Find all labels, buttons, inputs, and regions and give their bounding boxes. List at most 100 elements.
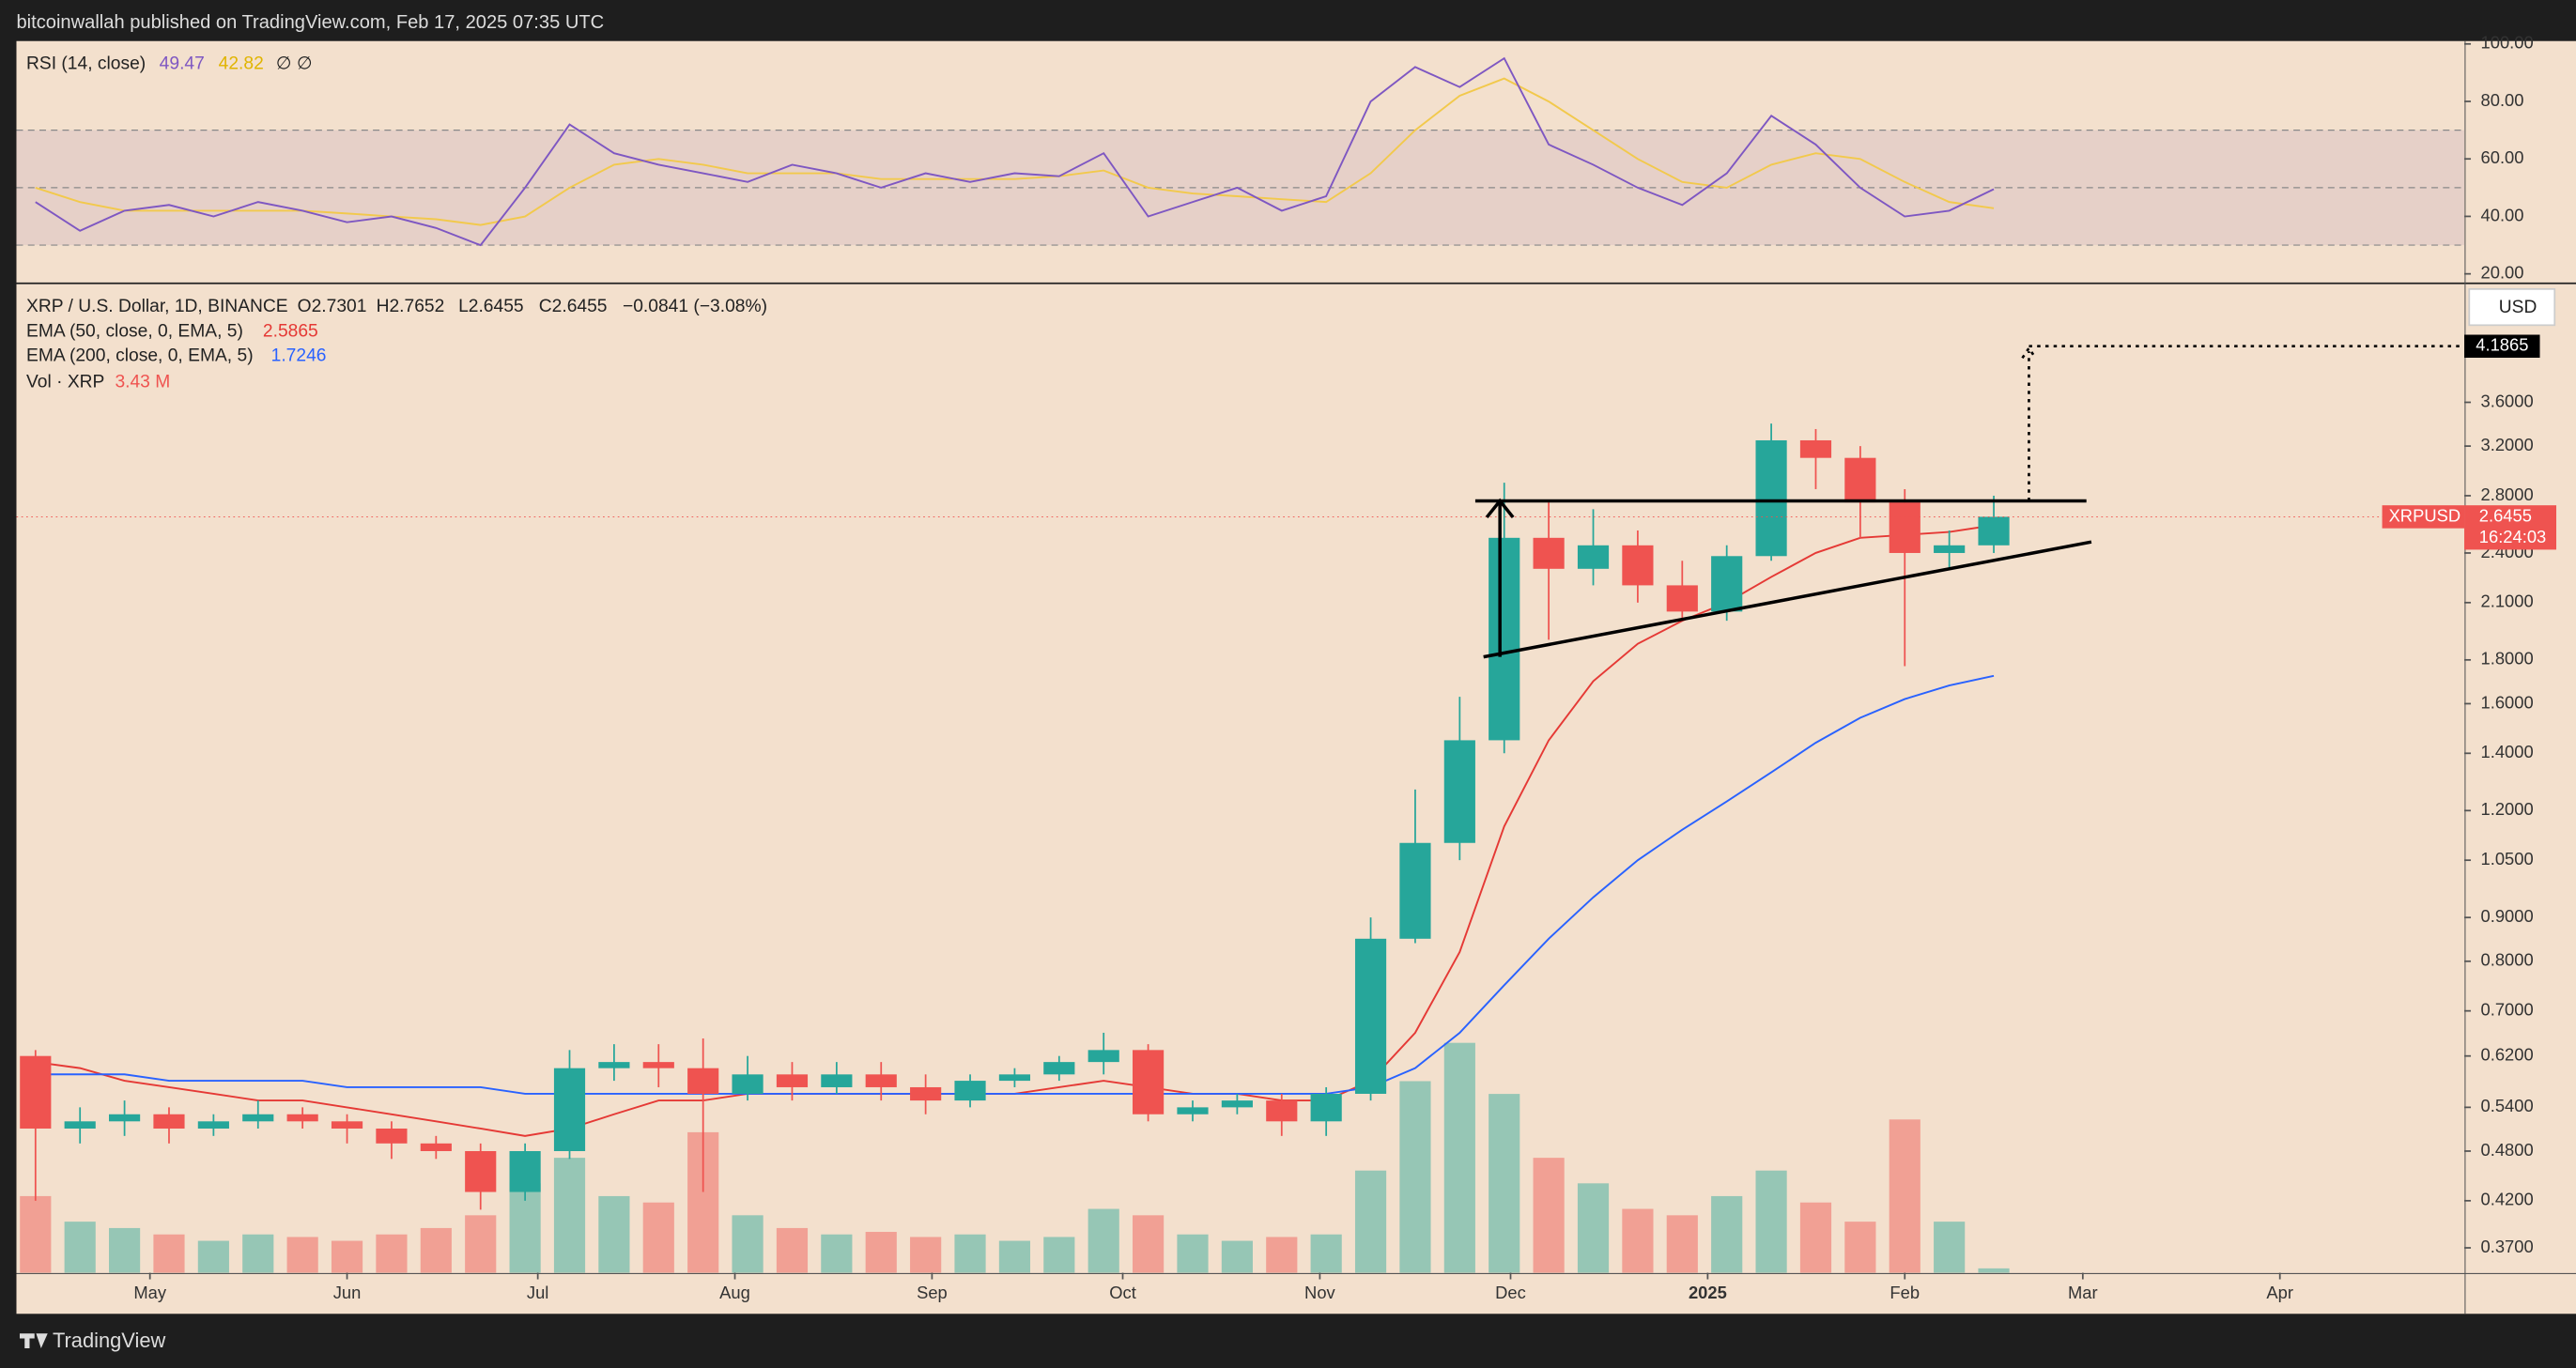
candle-body <box>1934 545 1966 553</box>
candle-body <box>1489 537 1520 741</box>
y-tick-label: 0.8000 <box>2481 950 2534 970</box>
candle-body <box>197 1121 229 1129</box>
price-label: 2.6455 <box>2479 505 2532 525</box>
x-tick-label: Jun <box>333 1283 362 1302</box>
rsi-line <box>35 77 1995 226</box>
candle-body <box>776 1074 809 1087</box>
price-tag <box>2464 505 2557 550</box>
x-tick-label: Aug <box>719 1283 750 1302</box>
legend-entry: Vol · XRP <box>26 373 104 392</box>
volume-bar <box>1310 1234 1342 1273</box>
volume-bar <box>1221 1240 1253 1273</box>
candle-body <box>1799 439 1832 458</box>
legend-entry: EMA (200, close, 0, EMA, 5) <box>26 346 254 366</box>
candle-body <box>1577 545 1610 569</box>
candle-body <box>910 1086 942 1101</box>
y-tick-label: 80.00 <box>2481 90 2524 110</box>
volume-bar <box>376 1234 408 1273</box>
volume-bar <box>998 1240 1031 1273</box>
legend-value: 1.7246 <box>271 346 327 366</box>
candle-body <box>1755 439 1787 557</box>
candle-body <box>642 1062 674 1068</box>
volume-bar <box>1799 1202 1832 1273</box>
rsi-value: 49.47 <box>160 54 205 73</box>
layers: 20.00 40.00 60.00 80.00 100.00 0.3700 0.4200 0.… <box>16 33 2557 1302</box>
volume-bar <box>1622 1208 1654 1273</box>
candle-body <box>286 1114 318 1122</box>
y-tick-label: 0.5400 <box>2481 1096 2534 1115</box>
logo <box>19 1333 48 1349</box>
brand: TradingView <box>53 1329 166 1352</box>
ohlc: L2.6455 <box>458 297 524 316</box>
candle-body <box>998 1074 1031 1082</box>
volume-bar <box>776 1227 809 1273</box>
y-tick-label: 1.2000 <box>2481 799 2534 819</box>
ohlc: H2.7652 <box>377 297 445 316</box>
candle-body <box>420 1143 452 1151</box>
y-tick-label: 0.4200 <box>2481 1190 2534 1209</box>
volume-bar <box>821 1234 853 1273</box>
arrow-head <box>1485 498 1515 519</box>
candle-body <box>1666 585 1698 612</box>
y-tick-label: 1.0500 <box>2481 849 2534 868</box>
legend-value: 3.43 M <box>115 373 170 392</box>
volume-bar <box>331 1240 363 1273</box>
candle-body <box>865 1074 897 1087</box>
countdown: 16:24:03 <box>2479 527 2546 546</box>
volume-bar <box>286 1237 318 1273</box>
y-tick-label: 0.7000 <box>2481 999 2534 1019</box>
candle-body <box>1844 457 1876 503</box>
candle-body <box>1354 938 1387 1094</box>
y-tick-label: 20.00 <box>2481 263 2524 283</box>
rsi-title: RSI (14, close) <box>26 54 146 73</box>
volume-bar <box>1978 1268 2010 1273</box>
rsi-line <box>35 56 1995 247</box>
price-title: XRP / U.S. Dollar, 1D, BINANCE <box>26 297 288 316</box>
currency-button[interactable] <box>2468 287 2556 327</box>
volume-bar <box>1177 1234 1209 1273</box>
volume-bar <box>865 1232 897 1273</box>
y-tick-label: 0.6200 <box>2481 1045 2534 1065</box>
y-tick-label: 2.8000 <box>2481 484 2534 504</box>
x-tick-label: Nov <box>1304 1283 1335 1302</box>
y-tick-label: 100.00 <box>2481 33 2534 53</box>
candle-body <box>1177 1107 1209 1114</box>
x-tick-label: Dec <box>1495 1283 1526 1302</box>
volume-bar <box>1087 1208 1119 1273</box>
candle-body <box>242 1114 274 1122</box>
ohlc: O2.7301 <box>298 297 367 316</box>
volume-bar <box>1354 1170 1387 1273</box>
rsi-flags: ∅ ∅ <box>276 54 313 73</box>
currency[interactable]: USD <box>2499 298 2537 317</box>
candle-body <box>153 1114 185 1129</box>
volume-bar <box>1666 1215 1698 1273</box>
y-tick-label: 40.00 <box>2481 205 2524 224</box>
candle-body <box>1533 537 1565 569</box>
volume-bar <box>153 1234 185 1273</box>
candle-body <box>465 1150 497 1192</box>
candle-body <box>1133 1050 1165 1114</box>
candle-body <box>1978 516 2010 546</box>
volume-bar <box>954 1234 986 1273</box>
volume-bar <box>420 1227 452 1273</box>
candle-body <box>1221 1100 1253 1108</box>
candle-body <box>64 1121 96 1129</box>
ema-line <box>35 674 1995 1095</box>
candle-body <box>20 1055 52 1129</box>
x-tick-label: Jul <box>527 1283 548 1302</box>
candle-body <box>1087 1050 1119 1063</box>
legend-value: 2.5865 <box>263 321 318 341</box>
candle-body <box>1266 1100 1298 1122</box>
candle-body <box>553 1068 586 1151</box>
candle-body <box>1043 1062 1075 1075</box>
candle-body <box>1711 556 1743 612</box>
volume-bar <box>1577 1183 1610 1273</box>
volume-bar <box>1844 1222 1876 1273</box>
volume-bar <box>465 1215 497 1273</box>
volume-bar <box>1399 1081 1431 1273</box>
legend-entry: EMA (50, close, 0, EMA, 5) <box>26 321 243 341</box>
volume-bar <box>197 1240 229 1273</box>
volume-bar <box>109 1227 141 1273</box>
candle-body <box>1622 545 1654 586</box>
